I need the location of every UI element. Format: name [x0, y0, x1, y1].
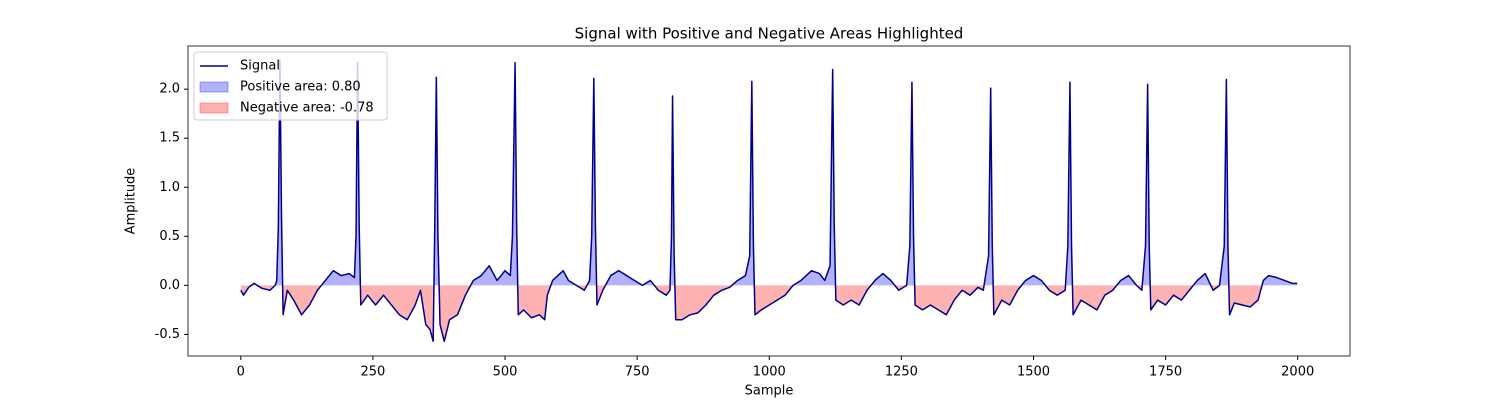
legend-box	[193, 51, 388, 121]
area-fill	[240, 285, 1263, 342]
y-tick-label: 2.0	[159, 82, 180, 97]
x-tick-label: 1000	[753, 365, 786, 380]
y-tick-label: 1.0	[159, 180, 180, 195]
legend-label: Positive area: 0.80	[240, 80, 361, 95]
x-tick-label: 1250	[885, 365, 918, 380]
legend-label: Signal	[240, 59, 280, 74]
legend-label: Negative area: -0.78	[240, 101, 374, 116]
legend-swatch	[199, 102, 229, 114]
signal-line	[240, 58, 1298, 343]
x-tick-label: 0	[237, 365, 245, 380]
legend-swatch	[199, 81, 229, 93]
x-axis-label: Sample	[745, 384, 794, 399]
chart-title: Signal with Positive and Negative Areas …	[575, 25, 964, 43]
x-tick-label: 500	[493, 365, 518, 380]
x-tick-label: 1500	[1017, 365, 1050, 380]
y-tick-label: -0.5	[155, 327, 180, 342]
x-tick-label: 750	[625, 365, 650, 380]
x-tick-label: 2000	[1281, 365, 1314, 380]
x-tick-label: 250	[361, 365, 386, 380]
y-tick-label: 1.5	[159, 131, 180, 146]
y-tick-label: 0.0	[159, 278, 180, 293]
plot-frame	[187, 45, 1351, 357]
y-tick-label: 0.5	[159, 229, 180, 244]
x-tick-label: 1750	[1149, 365, 1182, 380]
y-axis-label: Amplitude	[124, 168, 139, 235]
